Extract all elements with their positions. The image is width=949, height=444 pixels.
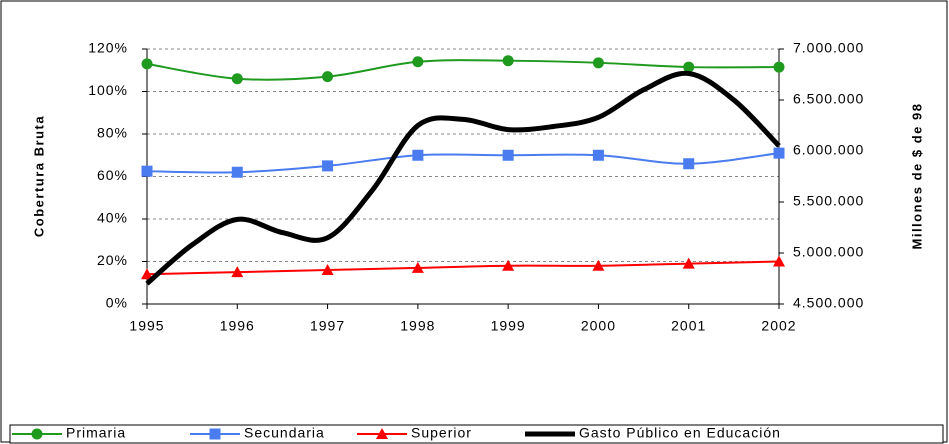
y2-tick-label: 7.000.000 [793, 40, 864, 56]
legend-label: Secundaria [244, 425, 325, 441]
y2-tick-label: 5.500.000 [793, 193, 864, 209]
y-tick-label: 120% [88, 40, 128, 56]
point [683, 61, 695, 73]
y2-tick-label: 5.000.000 [793, 244, 864, 260]
point [141, 165, 153, 177]
legend-box [9, 424, 944, 444]
point [321, 264, 334, 275]
y-tick-label: 0% [106, 295, 128, 311]
point [412, 56, 424, 68]
x-tick-label: 2001 [671, 318, 706, 334]
x-tick-label: 1998 [400, 318, 435, 334]
x-tick-label: 2002 [761, 318, 796, 334]
point [231, 166, 243, 178]
point [502, 259, 515, 271]
point [231, 266, 244, 278]
x-tick-label: 2000 [581, 318, 616, 334]
y-tick-label: 20% [97, 252, 128, 268]
x-tick-label: 1996 [220, 318, 255, 334]
point [412, 149, 424, 161]
x-tick-label: 1997 [310, 318, 345, 334]
point [773, 255, 785, 267]
y-tick-label: 100% [88, 82, 128, 98]
point [592, 57, 604, 69]
legend-label: Primaria [66, 425, 126, 441]
point [592, 149, 604, 161]
y2-axis-label: Millones de $ de 98 [909, 103, 924, 250]
point [141, 58, 153, 70]
legend-marker [376, 428, 388, 439]
legend-marker [31, 428, 43, 440]
legend-label: Gasto Público en Educación [579, 425, 781, 441]
point [322, 160, 334, 172]
point [231, 73, 243, 85]
y-axis-label: Cobertura Bruta [31, 115, 46, 237]
y2-tick-label: 6.000.000 [793, 142, 864, 158]
series-line [146, 59, 780, 81]
y-tick-label: 60% [97, 167, 128, 183]
point [502, 55, 514, 67]
point [682, 257, 695, 269]
x-tick-label: 1995 [129, 318, 164, 334]
point [322, 71, 334, 83]
x-tick-label: 1999 [491, 318, 526, 334]
series-line [146, 152, 780, 174]
point [141, 268, 153, 280]
point [411, 261, 424, 273]
y-tick-label: 40% [97, 210, 128, 226]
legend-marker [209, 428, 221, 440]
y-tick-label: 80% [97, 125, 128, 141]
y2-tick-label: 6.500.000 [793, 91, 864, 107]
y2-tick-label: 4.500.000 [793, 295, 864, 311]
point [502, 149, 514, 161]
point [683, 158, 695, 170]
point [773, 147, 785, 159]
point [773, 61, 785, 73]
point [592, 259, 605, 271]
legend-label: Superior [411, 425, 472, 441]
series-line [145, 70, 781, 286]
series-line [146, 260, 780, 276]
